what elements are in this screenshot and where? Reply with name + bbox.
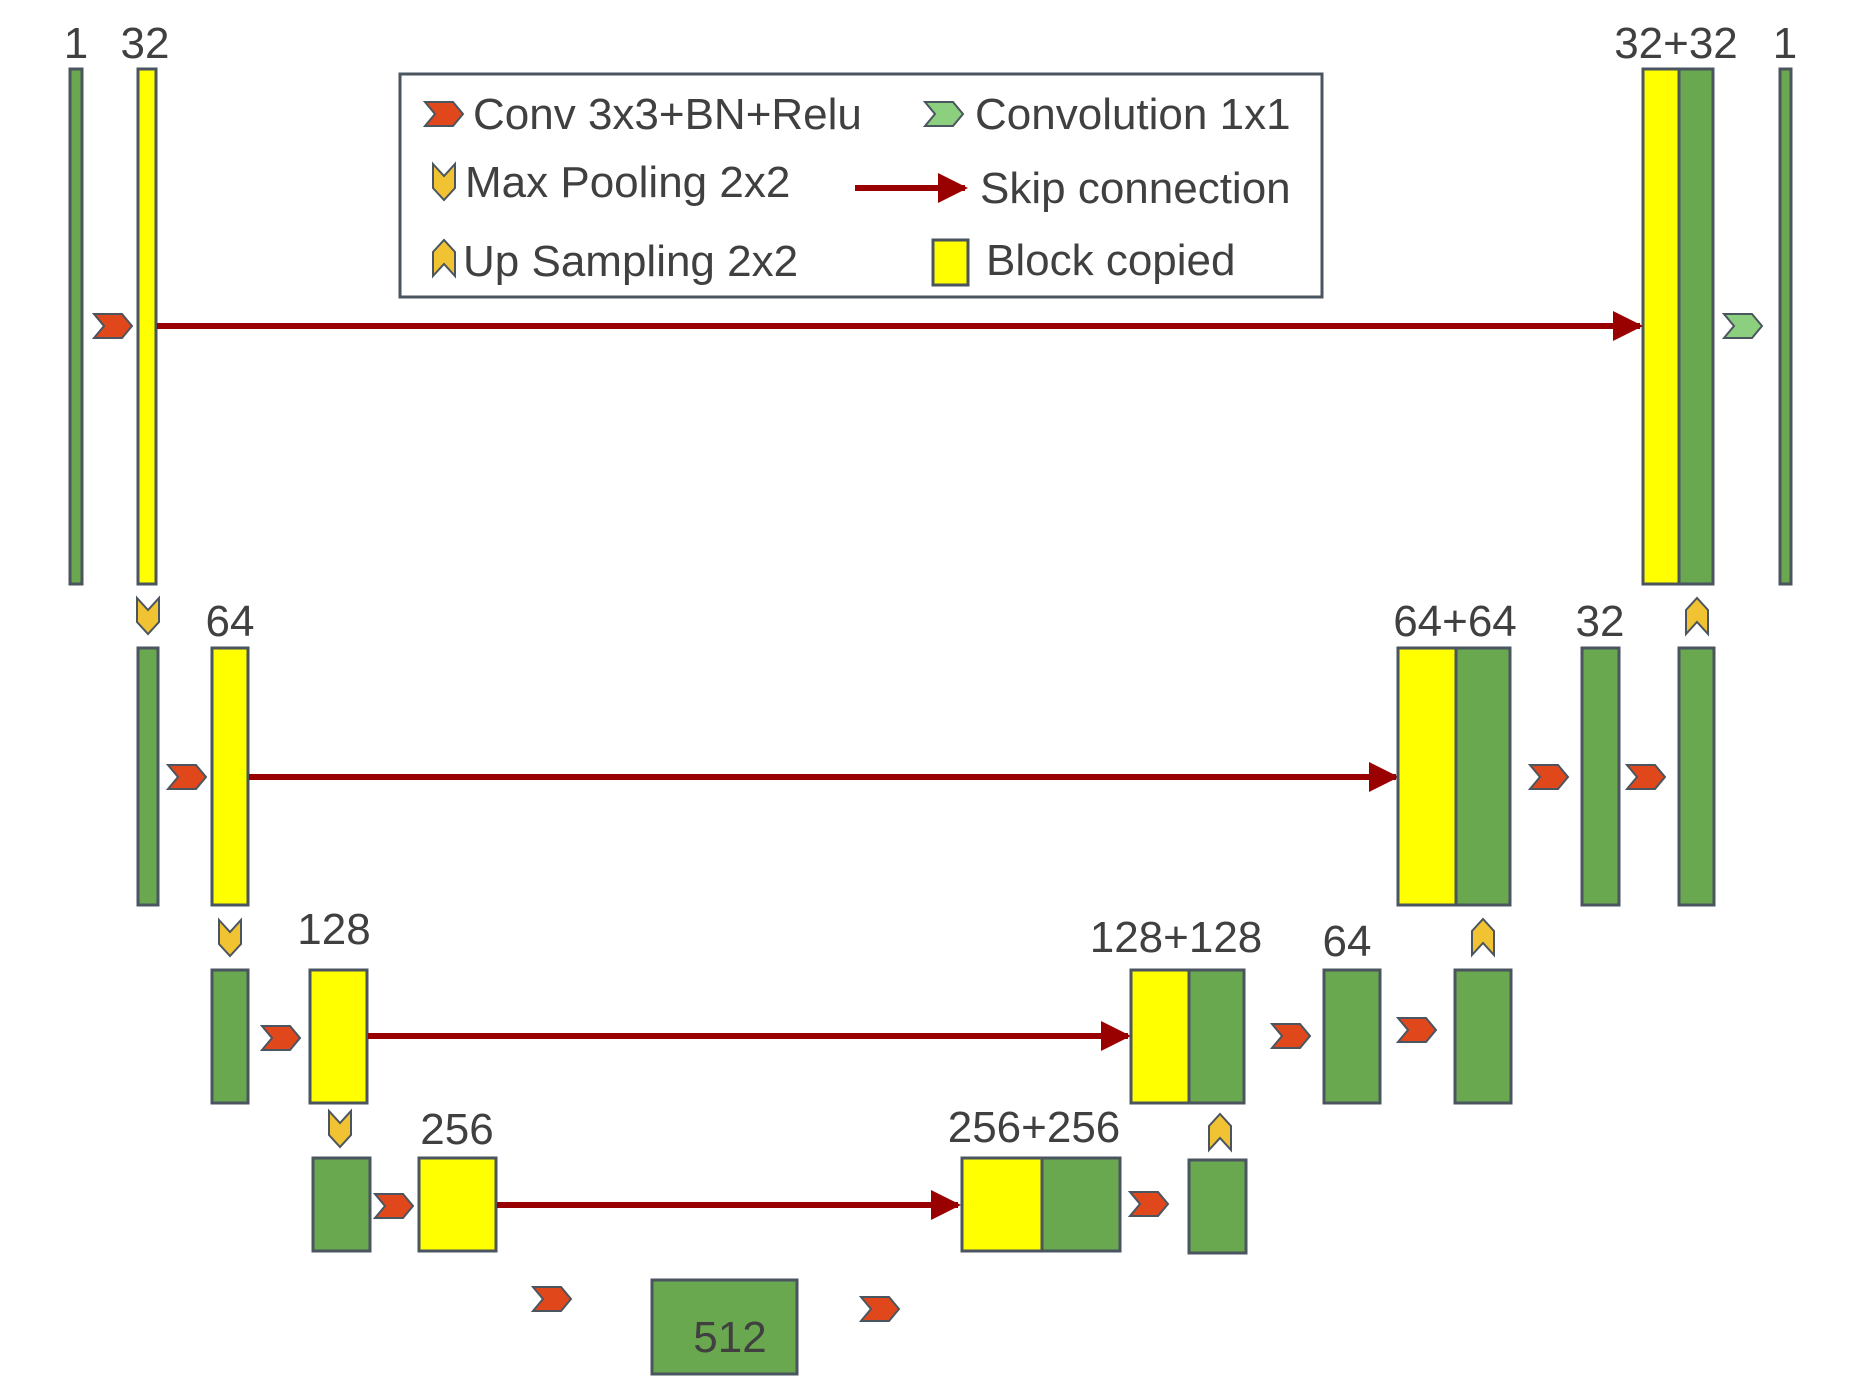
enc2-block [210,646,250,907]
bottleneck-label: 512 [693,1313,766,1362]
copied-block-swatch [931,238,970,287]
bottleneck-block [650,1278,799,1376]
conv-arrow-icon [259,1025,302,1051]
legend-conv1x1-label: Convolution 1x1 [975,90,1291,139]
dec1-upsampled-block [1677,67,1715,586]
dec4-concat-label: 256+256 [948,1103,1121,1152]
dec3-out-block [1322,968,1382,1105]
legend-copied-label: Block copied [986,236,1235,285]
conv-arrow-icon [1269,1023,1312,1049]
enc4-block [417,1156,498,1253]
enc4-pooled-block [311,1156,372,1253]
conv-arrow-icon [858,1296,901,1322]
dec2-copied-block [1396,646,1458,907]
dec4-copied-block [960,1156,1044,1253]
enc2-pooled-block [136,646,160,907]
dec3-out-label: 64 [1323,917,1372,966]
conv-arrow-icon [530,1286,573,1312]
conv-arrow-icon [422,101,465,127]
legend-maxpool-label: Max Pooling 2x2 [465,158,790,207]
enc2-label: 64 [206,597,255,646]
dec4-upsampled-block [1040,1156,1122,1253]
upsample-arrow-icon [432,238,456,279]
input-block [68,67,84,586]
conv-arrow-icon [165,764,208,790]
dec2-out-label: 32 [1576,597,1625,646]
dec4-out-block [1187,1158,1248,1255]
dec3-concat-label: 128+128 [1090,913,1263,962]
enc3-label: 128 [297,905,370,954]
dec2-out-block [1580,646,1621,907]
conv-arrow-icon [91,313,134,339]
upsample-arrow-icon [1471,917,1495,958]
legend-skip-label: Skip connection [980,164,1291,213]
upsample-arrow-icon [1685,596,1709,637]
enc3-pooled-block [210,968,250,1105]
dec3-final-block [1453,968,1513,1105]
dec2-upsampled-block [1454,646,1512,907]
conv1x1-arrow-icon [922,101,965,127]
dec3-upsampled-block [1187,968,1246,1105]
input-channels-label: 1 [64,19,88,68]
maxpool-arrow-icon [328,1108,352,1149]
enc1-block [136,67,158,586]
dec3-copied-block [1129,968,1191,1105]
conv-arrow-icon [372,1193,415,1219]
dec1-copied-block [1641,67,1681,586]
upsample-arrow-icon [1208,1112,1232,1153]
conv-arrow-icon [1395,1017,1438,1043]
enc3-block [308,968,369,1105]
dec2-concat-label: 64+64 [1393,597,1517,646]
enc1-label: 32 [121,19,170,68]
maxpool-arrow-icon [136,595,160,636]
conv-arrow-icon [1127,1191,1170,1217]
maxpool-arrow-icon [432,161,456,202]
enc4-label: 256 [420,1105,493,1154]
dec1-label: 32+32 [1614,19,1738,68]
conv-arrow-icon [1624,764,1667,790]
output-block [1778,67,1793,586]
dec2-final-block [1677,646,1716,907]
conv1x1-arrow-icon [1721,313,1764,339]
legend-conv-label: Conv 3x3+BN+Relu [473,90,862,139]
maxpool-arrow-icon [218,917,242,958]
output-channels-label: 1 [1773,19,1797,68]
legend-upsample-label: Up Sampling 2x2 [463,237,798,286]
conv-arrow-icon [1527,764,1570,790]
